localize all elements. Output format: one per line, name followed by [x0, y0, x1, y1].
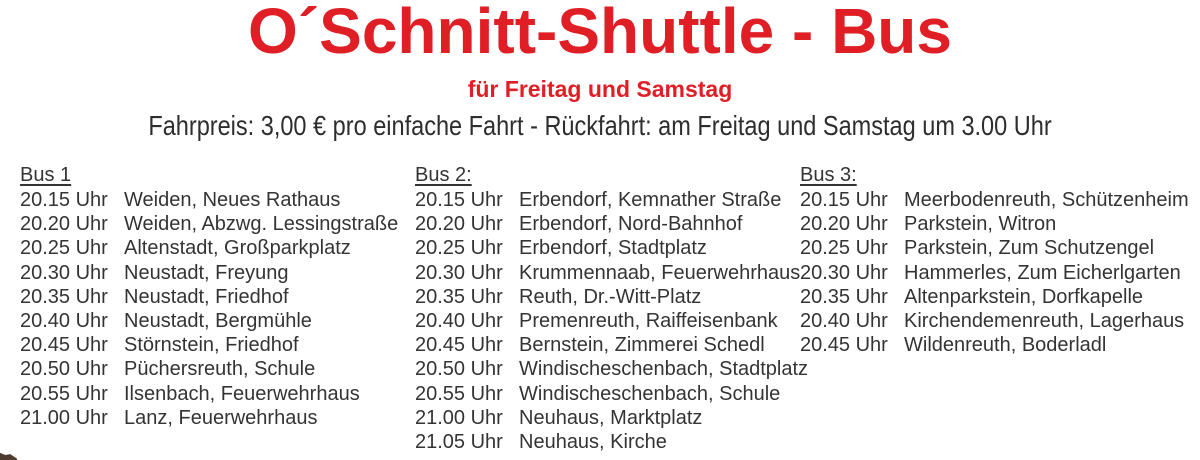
schedule-row: 20.40 Uhr Neustadt, Bergmühle [20, 309, 410, 333]
stop-location: Altenstadt, Großparkplatz [124, 237, 351, 260]
schedule-row: 20.20 Uhr Weiden, Abzwg. Lessingstraße [20, 212, 410, 236]
schedule-row: 20.15 Uhr Weiden, Neues Rathaus [20, 188, 410, 212]
bus-column-1: Bus 1 20.15 Uhr Weiden, Neues Rathaus 20.20… [20, 163, 410, 430]
stop-time: 20.50 Uhr [20, 358, 108, 381]
stop-time: 20.30 Uhr [800, 261, 888, 284]
schedule-row: 20.30 Uhr Neustadt, Freyung [20, 261, 410, 285]
stop-time: 20.35 Uhr [800, 285, 888, 308]
stop-location: Neustadt, Freyung [124, 261, 289, 284]
fare-info-line: Fahrpreis: 3,00 € pro einfache Fahrt - R… [148, 110, 1052, 141]
bus-schedule-columns: Bus 1 20.15 Uhr Weiden, Neues Rathaus 20.20… [0, 163, 1200, 460]
stop-time: 21.00 Uhr [20, 406, 108, 429]
schedule-row: 20.25 Uhr Altenstadt, Großparkplatz [20, 236, 410, 260]
stop-location: Neustadt, Bergmühle [124, 310, 312, 333]
stop-time: 21.05 Uhr [415, 431, 503, 454]
schedule-row: 20.20 Uhr Parkstein, Witron [800, 212, 1195, 236]
schedule-row: 20.55 Uhr Windischeschenbach, Schule [415, 382, 800, 406]
schedule-row: 20.25 Uhr Parkstein, Zum Schutzengel [800, 236, 1195, 260]
bus-column-3: Bus 3: 20.15 Uhr Meerbodenreuth, Schützenh… [800, 163, 1195, 357]
schedule-row: 21.05 Uhr Neuhaus, Kirche [415, 430, 800, 454]
stop-location: Windischeschenbach, Stadtplatz [519, 358, 809, 381]
stop-location: Weiden, Abzwg. Lessingstraße [124, 213, 399, 236]
schedule-row: 20.35 Uhr Reuth, Dr.-Witt-Platz [415, 285, 800, 309]
schedule-row: 20.40 Uhr Premenreuth, Raiffeisenbank [415, 309, 800, 333]
bus-column-2: Bus 2: 20.15 Uhr Erbendorf, Kemnather Stra… [415, 163, 808, 454]
stop-location: Windischeschenbach, Schule [519, 382, 781, 405]
stop-location: Neustadt, Friedhof [124, 285, 289, 308]
stop-location: Premenreuth, Raiffeisenbank [519, 310, 778, 333]
stop-time: 21.00 Uhr [415, 406, 503, 429]
stop-location: Altenparkstein, Dorfkapelle [904, 285, 1144, 308]
schedule-row: 20.15 Uhr Erbendorf, Kemnather Straße [415, 188, 800, 212]
stop-time: 20.40 Uhr [20, 310, 108, 333]
schedule-row: 20.40 Uhr Kirchendemenreuth, Lagerhaus [800, 309, 1195, 333]
stop-time: 20.25 Uhr [20, 237, 108, 260]
stop-time: 20.25 Uhr [800, 237, 888, 260]
schedule-row: 20.50 Uhr Windischeschenbach, Stadtplatz [415, 357, 808, 381]
stop-location: Parkstein, Zum Schutzengel [904, 237, 1155, 260]
stop-location: Wildenreuth, Boderladl [904, 334, 1107, 357]
stop-time: 20.55 Uhr [415, 382, 503, 405]
stop-location: Erbendorf, Nord-Bahnhof [519, 213, 743, 236]
stop-location: Reuth, Dr.-Witt-Platz [519, 285, 702, 308]
poster-subtitle: für Freitag und Samstag [467, 76, 733, 102]
stop-time: 20.25 Uhr [415, 237, 503, 260]
bus-column-header: Bus 2: [415, 164, 472, 186]
stop-time: 20.20 Uhr [415, 213, 503, 236]
stop-location: Neuhaus, Kirche [519, 431, 667, 454]
schedule-row: 20.30 Uhr Krummennaab, Feuerwehrhaus [415, 261, 800, 285]
bus-column-header: Bus 1 [20, 164, 72, 186]
stop-location: Lanz, Feuerwehrhaus [124, 406, 318, 429]
stop-time: 20.20 Uhr [800, 213, 888, 236]
stop-location: Störnstein, Friedhof [124, 334, 299, 357]
stop-location: Kirchendemenreuth, Lagerhaus [904, 310, 1185, 333]
stop-location: Erbendorf, Kemnather Straße [519, 189, 782, 211]
stop-time: 20.15 Uhr [415, 189, 503, 211]
stop-time: 20.40 Uhr [415, 310, 503, 333]
schedule-row: 20.35 Uhr Altenparkstein, Dorfkapelle [800, 285, 1195, 309]
stop-location: Weiden, Neues Rathaus [124, 189, 341, 211]
stop-location: Hammerles, Zum Eicherlgarten [904, 261, 1181, 284]
stop-location: Püchersreuth, Schule [124, 358, 316, 381]
stop-time: 20.45 Uhr [800, 334, 888, 357]
schedule-row: 21.00 Uhr Lanz, Feuerwehrhaus [20, 406, 410, 430]
stop-location: Krummennaab, Feuerwehrhaus [519, 261, 801, 284]
schedule-row: 20.20 Uhr Erbendorf, Nord-Bahnhof [415, 212, 800, 236]
schedule-row: 20.30 Uhr Hammerles, Zum Eicherlgarten [800, 261, 1195, 285]
stop-time: 20.45 Uhr [415, 334, 503, 357]
stop-time: 20.15 Uhr [20, 189, 108, 211]
bus-column-header: Bus 3: [800, 164, 857, 186]
schedule-row: 21.00 Uhr Neuhaus, Marktplatz [415, 406, 800, 430]
schedule-row: 20.45 Uhr Bernstein, Zimmerei Schedl [415, 333, 800, 357]
schedule-row: 20.45 Uhr Wildenreuth, Boderladl [800, 333, 1195, 357]
stop-location: Parkstein, Witron [904, 213, 1057, 236]
stop-time: 20.35 Uhr [415, 285, 503, 308]
stop-time: 20.55 Uhr [20, 382, 108, 405]
schedule-row: 20.35 Uhr Neustadt, Friedhof [20, 285, 410, 309]
schedule-row: 20.25 Uhr Erbendorf, Stadtplatz [415, 236, 800, 260]
stop-location: Ilsenbach, Feuerwehrhaus [124, 382, 360, 405]
stop-location: Bernstein, Zimmerei Schedl [519, 334, 765, 357]
stop-time: 20.15 Uhr [800, 189, 888, 211]
stop-time: 20.35 Uhr [20, 285, 108, 308]
schedule-row: 20.45 Uhr Störnstein, Friedhof [20, 333, 410, 357]
stop-time: 20.45 Uhr [20, 334, 108, 357]
stop-time: 20.40 Uhr [800, 310, 888, 333]
stop-time: 20.20 Uhr [20, 213, 108, 236]
cropped-corner-image-fragment [0, 452, 17, 460]
stop-time: 20.30 Uhr [20, 261, 108, 284]
stop-time: 20.50 Uhr [415, 358, 503, 381]
schedule-row: 20.55 Uhr Ilsenbach, Feuerwehrhaus [20, 382, 410, 406]
stop-time: 20.30 Uhr [415, 261, 503, 284]
stop-location: Erbendorf, Stadtplatz [519, 237, 707, 260]
poster-title: O´Schnitt-Shuttle - Bus [248, 0, 952, 67]
stop-location: Neuhaus, Marktplatz [519, 406, 703, 429]
schedule-row: 20.15 Uhr Meerbodenreuth, Schützenheim [800, 188, 1195, 212]
schedule-row: 20.50 Uhr Püchersreuth, Schule [20, 357, 410, 381]
stop-location: Meerbodenreuth, Schützenheim [904, 189, 1189, 211]
